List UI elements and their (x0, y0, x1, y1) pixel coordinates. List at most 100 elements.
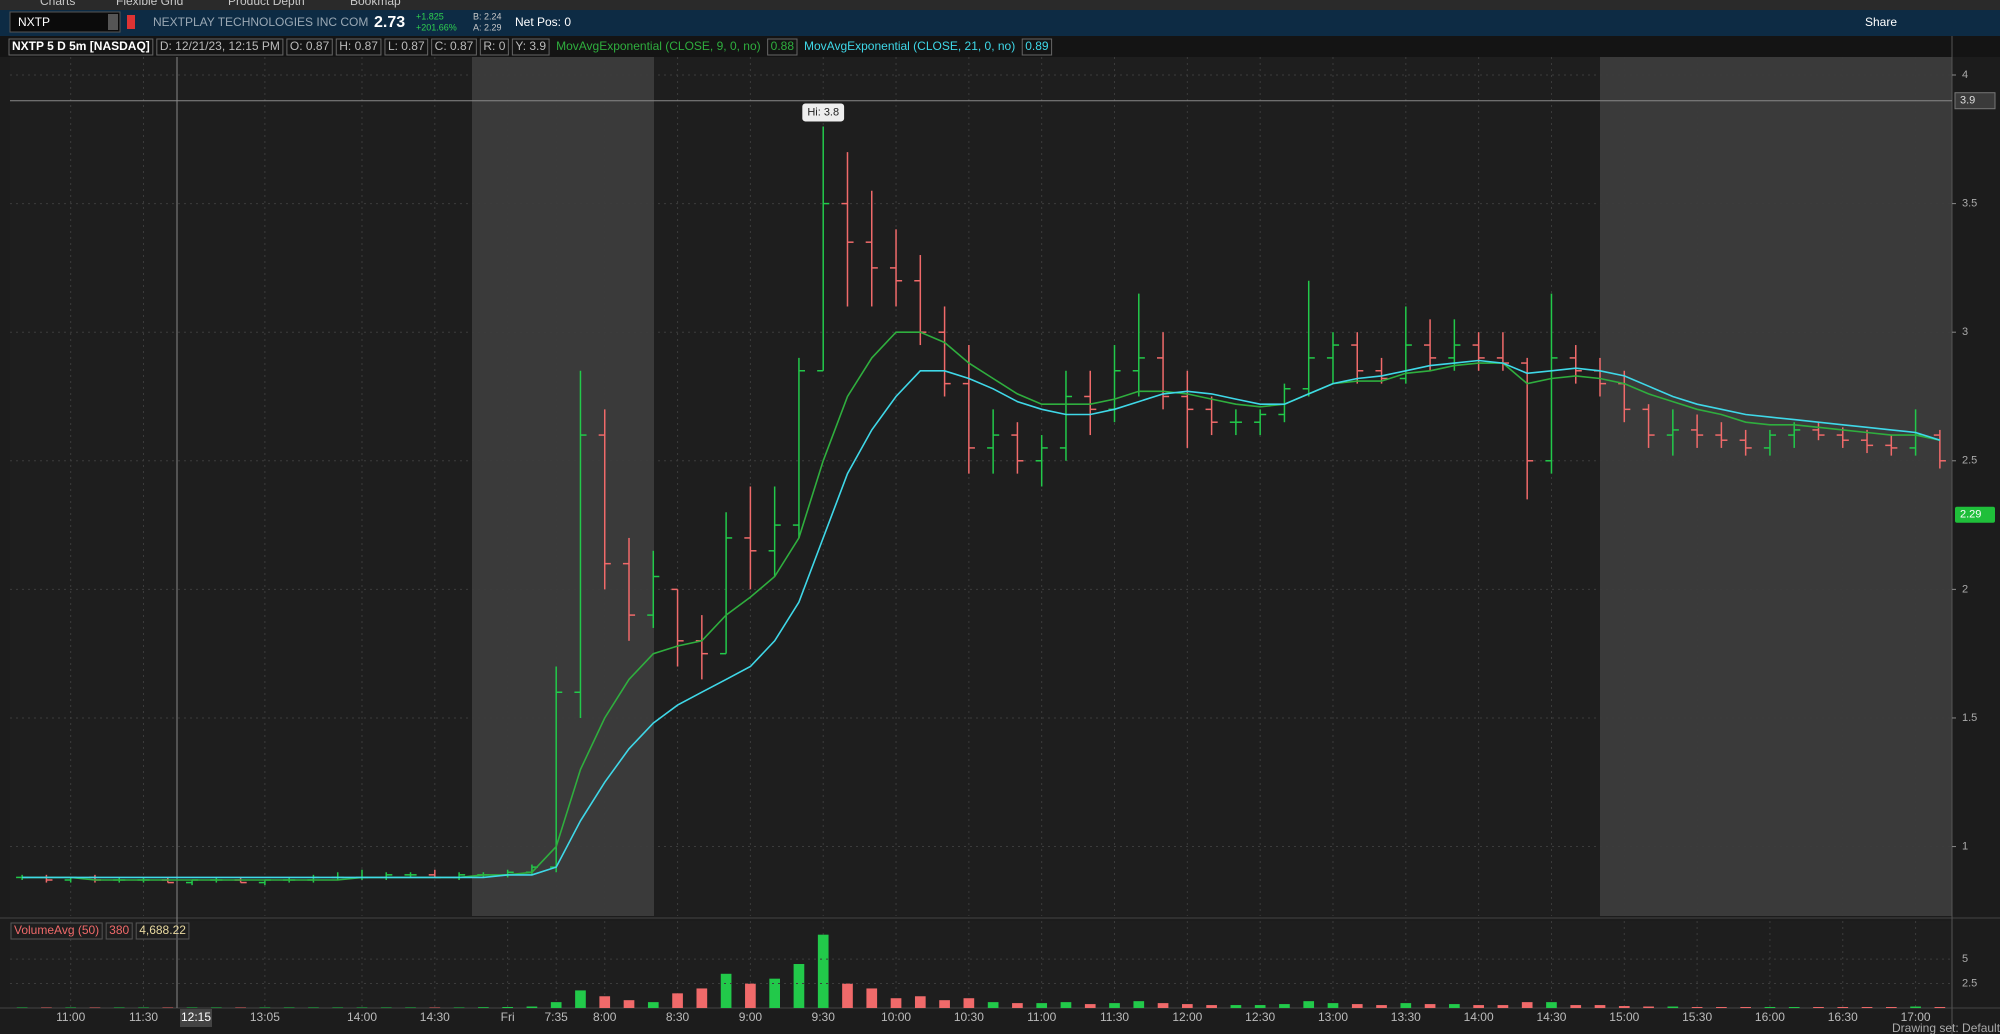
volume-bar (1473, 1005, 1484, 1008)
volume-bar (769, 978, 781, 1008)
x-tick-label: 11:30 (129, 1010, 158, 1024)
symbol-dropdown[interactable] (108, 14, 118, 30)
volume-bar (1133, 1001, 1145, 1008)
volume-bar (817, 934, 829, 1008)
x-tick-label: 7:35 (545, 1010, 569, 1024)
volume-bar (1594, 1005, 1606, 1008)
volume-bar (1060, 1002, 1072, 1008)
info-item-box (431, 38, 477, 56)
study-name: MovAvgExponential (CLOSE, 9, 0, no) (556, 39, 761, 53)
x-tick-label: 15:30 (1682, 1010, 1712, 1024)
x-tick-label: 8:30 (666, 1010, 690, 1024)
link-icon[interactable] (127, 15, 135, 29)
y-tick-label: 1 (1962, 840, 1968, 852)
y-tick-label: 2.5 (1962, 455, 1977, 467)
volume-bar (1449, 1004, 1460, 1008)
x-tick-label: 14:00 (1464, 1010, 1494, 1024)
x-tick-label: 12:00 (1172, 1010, 1202, 1024)
volume-bar (1230, 1005, 1242, 1008)
extended-hours-shade (1600, 57, 1952, 916)
volume-bar (526, 1006, 538, 1008)
study-name: MovAvgExponential (CLOSE, 21, 0, no) (804, 39, 1015, 53)
x-tick-label: 11:00 (1027, 1010, 1056, 1024)
x-tick-label: 13:00 (1318, 1010, 1348, 1024)
y-tick-label: 3.5 (1962, 198, 1977, 210)
volume-bar (1521, 1002, 1533, 1008)
volume-bar (1497, 1005, 1509, 1008)
x-tick-label: 16:00 (1755, 1010, 1785, 1024)
volume-bar (1861, 1007, 1873, 1008)
info-item: L: 0.87 (388, 39, 425, 53)
volume-bar (1691, 1007, 1703, 1008)
y-tick-label: 4 (1962, 69, 1968, 81)
volume-bar (842, 983, 853, 1008)
volume-legend: VolumeAvg (50) (14, 923, 99, 937)
y-tick-label: 5 (1962, 953, 1968, 965)
x-tick-label: 12:30 (1245, 1010, 1275, 1024)
volume-bar (1303, 1001, 1315, 1008)
study-value-box (767, 38, 798, 56)
info-item-box (479, 38, 509, 56)
tab[interactable]: Product Depth (228, 0, 305, 8)
volume-bar (1764, 1007, 1776, 1008)
study-value-box (1021, 38, 1053, 56)
symbol[interactable]: NXTP (18, 15, 50, 29)
x-tick-label: 9:30 (812, 1010, 836, 1024)
last-price: 2.73 (374, 14, 405, 31)
volume-bar (1181, 1004, 1193, 1008)
bid: B: 2.24 (473, 11, 502, 21)
x-tick-label: 10:30 (954, 1010, 984, 1024)
volume-bar (672, 993, 683, 1008)
info-item-box (511, 38, 550, 56)
tab[interactable]: Charts (40, 0, 75, 8)
volume-legend-box (10, 922, 103, 940)
y-tick-label: 2.5 (1962, 977, 1977, 989)
volume-bar (478, 1007, 489, 1008)
high-label: Hi: 3.8 (807, 106, 839, 118)
tab-strip (0, 0, 2000, 10)
x-tick-label: 11:00 (56, 1010, 85, 1024)
cursor-time-box (180, 1009, 212, 1027)
drawing-set[interactable]: Drawing set: Default (1892, 1021, 2000, 1034)
volume-bar (1837, 1007, 1849, 1008)
volume-legend: 380 (109, 923, 129, 937)
x-tick-label: 14:00 (347, 1010, 377, 1024)
tab[interactable]: Bookmap (350, 0, 401, 8)
share-button[interactable]: Share (1865, 15, 1897, 29)
info-item: C: 0.87 (435, 39, 474, 53)
symbol-box[interactable] (9, 11, 121, 33)
volume-bar (914, 996, 926, 1008)
y-tick-label: 3 (1962, 326, 1968, 338)
x-tick-label: 8:00 (593, 1010, 617, 1024)
ask-marker: 2.29 (1960, 509, 1981, 521)
volume-bar (502, 1007, 513, 1008)
info-item: D: 12/21/23, 12:15 PM (160, 39, 280, 53)
study-value: 0.88 (771, 39, 795, 53)
volume-legend-box (135, 922, 190, 940)
net-change: +1.825 (416, 11, 444, 21)
cursor-time: 12:15 (181, 1010, 211, 1024)
tab[interactable]: Flexible Grid (116, 0, 183, 8)
volume-bar (1327, 1003, 1339, 1008)
percent-change: +201.66% (416, 22, 457, 32)
volume-bar (1012, 1003, 1023, 1008)
net-position: Net Pos: 0 (515, 15, 571, 29)
info-item-box (156, 38, 284, 56)
volume-bar (1157, 1003, 1169, 1008)
info-item: H: 0.87 (339, 39, 378, 53)
volume-bar (1885, 1007, 1897, 1008)
info-item-box (286, 38, 333, 56)
volume-bar (1643, 1006, 1654, 1008)
x-tick-label: 11:30 (1100, 1010, 1129, 1024)
volume-bar (939, 1000, 950, 1008)
info-item-box (384, 38, 429, 56)
volume-bar (1667, 1006, 1679, 1008)
volume-bar (647, 1002, 659, 1008)
volume-bar (1424, 1004, 1436, 1008)
volume-bar (1279, 1004, 1290, 1008)
study-value: 0.89 (1025, 39, 1049, 53)
volume-bar (1788, 1007, 1800, 1008)
volume-bar (866, 988, 878, 1008)
info-item: Y: 3.9 (515, 39, 546, 53)
